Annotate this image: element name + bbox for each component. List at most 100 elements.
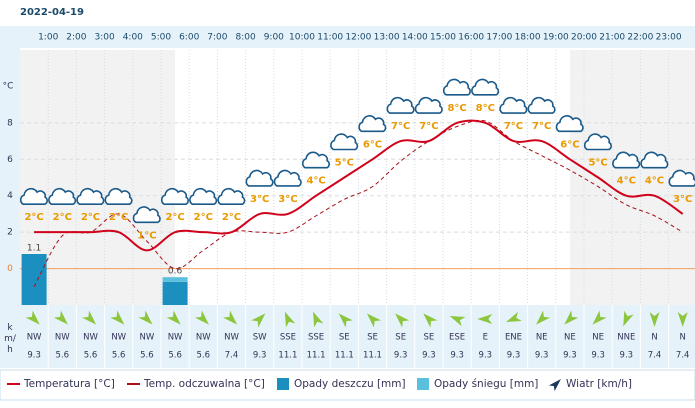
y-tick-label: 0: [7, 264, 13, 274]
wind-direction: SSE: [308, 333, 324, 343]
wind-speed: 5.6: [168, 351, 182, 361]
precip-label: 1.1: [27, 244, 41, 254]
wind-arrow: [251, 313, 266, 328]
weather-icon: [471, 78, 500, 96]
x-tick-label: 1:00: [38, 33, 58, 43]
wind-arrow: [166, 310, 181, 325]
feels-like-line: [33, 119, 683, 288]
x-tick-label: 16:00: [458, 33, 484, 43]
weather-icon: [527, 96, 556, 114]
wind-direction: NW: [140, 333, 155, 343]
rain-bar: [162, 281, 188, 305]
x-tick-label: 2:00: [66, 33, 86, 43]
date: 2022-04-19: [20, 7, 84, 18]
temp-label: 6°C: [363, 139, 382, 150]
wind-arrow: [53, 310, 68, 325]
wind-arrow: [564, 310, 579, 325]
legend-arrow: [548, 379, 561, 392]
temp-label: 2°C: [53, 212, 72, 223]
x-tick-label: 14:00: [402, 33, 428, 43]
weather-icon: [48, 187, 77, 205]
wind-arrow: [449, 315, 466, 327]
x-tick-label: 3:00: [94, 33, 114, 43]
wind-direction: NW: [83, 333, 98, 343]
temp-label: 4°C: [306, 176, 325, 187]
legend-label: Temp. odczuwalna [°C]: [143, 378, 265, 390]
wind-arrow: [592, 310, 607, 325]
x-tick-label: 17:00: [486, 33, 512, 43]
wind-speed: 7.4: [648, 351, 662, 361]
wind-arrow: [536, 310, 551, 325]
wind-arrow: [194, 310, 209, 325]
wind-arrow: [477, 314, 493, 324]
temp-label: 2°C: [24, 212, 43, 223]
x-tick-label: 12:00: [345, 33, 371, 43]
wind-direction: N: [680, 333, 686, 343]
wind-speed: 9.3: [563, 351, 577, 361]
legend-swatch: [417, 378, 429, 390]
temp-label: 1°C: [137, 230, 156, 241]
x-tick-label: 23:00: [656, 33, 682, 43]
rain-bar: [21, 254, 47, 305]
wind-arrow: [313, 311, 324, 328]
temp-label: 7°C: [532, 121, 551, 132]
weather-icon: [301, 151, 330, 169]
wind-arrow: [677, 312, 688, 327]
wind-arrow: [223, 310, 238, 325]
wind-speed: 9.3: [620, 351, 634, 361]
x-tick-label: 9:00: [264, 33, 284, 43]
wind-arrow: [395, 313, 410, 328]
wind-speed: 5.6: [84, 351, 98, 361]
temp-label: 2°C: [194, 212, 213, 223]
legend-label: Wiatr [km/h]: [566, 378, 632, 390]
y-unit: °C: [3, 82, 14, 92]
wind-speed: 11.1: [363, 351, 382, 361]
temp-label: 2°C: [81, 212, 100, 223]
wind-speed: 9.3: [535, 351, 549, 361]
weather-icon: [104, 187, 133, 205]
wind-direction: ENE: [505, 333, 522, 343]
weather-icon: [640, 151, 669, 169]
legend-label: Opady śniegu [mm]: [434, 378, 538, 390]
x-tick-label: 15:00: [430, 33, 456, 43]
wind-direction: NE: [564, 333, 576, 343]
weather-icon: [499, 96, 528, 114]
wind-speed: 11.1: [307, 351, 326, 361]
wind-arrow: [110, 310, 125, 325]
wind-direction: SE: [339, 333, 350, 343]
weather-icon: [414, 96, 443, 114]
snow-bar: [162, 277, 188, 282]
wind-speed: 9.3: [27, 351, 41, 361]
wind-direction: NW: [27, 333, 42, 343]
wind-direction: E: [483, 333, 488, 343]
temp-label: 5°C: [588, 158, 607, 169]
x-tick-label: 19:00: [543, 33, 569, 43]
temp-label: 4°C: [645, 176, 664, 187]
wind-speed: 9.3: [507, 351, 521, 361]
x-tick-label: 21:00: [599, 33, 625, 43]
temp-label: 8°C: [447, 103, 466, 114]
wind-direction: SW: [253, 333, 267, 343]
wind-speed: 11.1: [278, 351, 297, 361]
temp-label: 7°C: [419, 121, 438, 132]
weather-icon: [612, 151, 641, 169]
temp-label: 3°C: [278, 194, 297, 205]
wind-speed: 9.3: [253, 351, 267, 361]
weather-icon: [583, 133, 612, 151]
weather-icon: [19, 187, 48, 205]
temperature-line: [34, 119, 684, 252]
temp-label: 3°C: [250, 194, 269, 205]
wind-speed: 9.3: [422, 351, 436, 361]
temp-label: 7°C: [504, 121, 523, 132]
wind-direction: NW: [111, 333, 126, 343]
x-tick-label: 10:00: [289, 33, 315, 43]
wind-arrow: [506, 311, 522, 323]
weather-icon: [555, 115, 584, 133]
wind-speed: 9.3: [394, 351, 408, 361]
wind-speed: 5.6: [56, 351, 70, 361]
wind-speed: 7.4: [225, 351, 239, 361]
wind-direction: SE: [395, 333, 406, 343]
x-tick-label: 22:00: [627, 33, 653, 43]
weather-icon: [273, 169, 302, 187]
